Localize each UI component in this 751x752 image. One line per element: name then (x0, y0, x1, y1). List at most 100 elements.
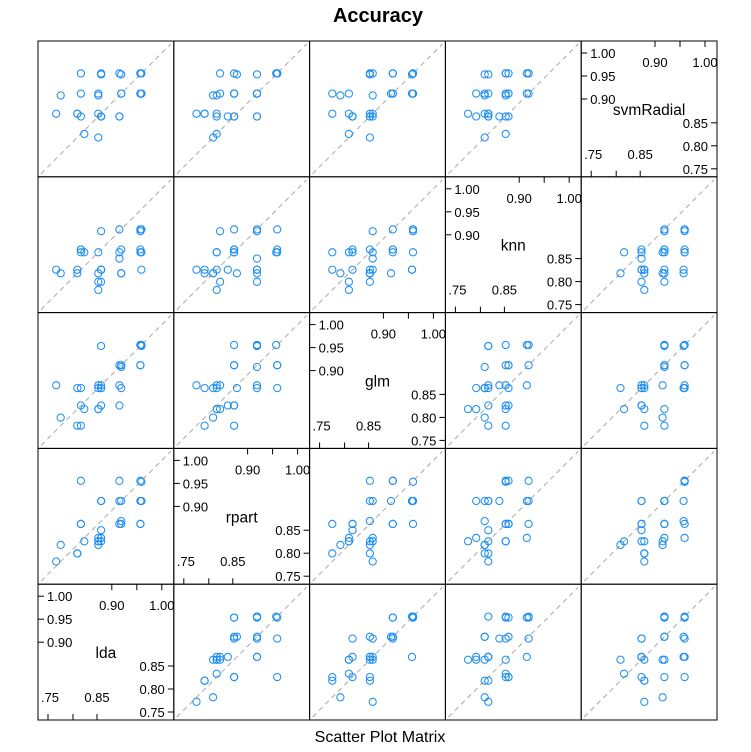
data-point (480, 91, 489, 100)
data-point (94, 89, 103, 98)
data-point (96, 70, 106, 79)
tick-label: 1.00 (692, 55, 717, 70)
matrix-cell-svmRadial-vs-glm (309, 40, 446, 178)
data-point (96, 112, 106, 121)
data-point (640, 697, 649, 706)
data-point (365, 537, 375, 546)
data-point (365, 496, 375, 506)
data-point (660, 361, 669, 370)
data-point (115, 69, 124, 78)
data-point (229, 361, 239, 370)
data-point (495, 634, 504, 643)
data-point (484, 112, 493, 121)
data-point (223, 401, 232, 410)
data-point (336, 91, 345, 100)
tick-label: 0.90 (235, 462, 260, 477)
data-point (136, 245, 145, 254)
tick-label: 0.85 (84, 690, 109, 705)
data-point (137, 89, 146, 98)
data-point (679, 269, 688, 278)
reference-line (176, 179, 307, 310)
data-point (76, 519, 86, 529)
data-point (200, 109, 209, 118)
data-point (640, 381, 649, 390)
data-point (637, 537, 646, 546)
data-point (365, 672, 375, 682)
data-point (137, 496, 146, 506)
data-point (52, 381, 61, 390)
data-point (232, 269, 242, 278)
data-point (658, 269, 667, 278)
data-point (680, 519, 689, 529)
data-point (252, 634, 262, 643)
data-point (680, 361, 689, 370)
data-point (637, 248, 646, 257)
data-point (680, 245, 689, 254)
data-point (328, 672, 337, 682)
reference-line (176, 315, 307, 446)
data-point (524, 634, 533, 643)
data-point (680, 476, 689, 485)
tick-label: 0.80 (411, 410, 436, 425)
data-point (368, 112, 377, 121)
data-point (386, 496, 396, 506)
matrix-cell-knn-vs-svmRadial (580, 176, 718, 314)
data-point (52, 109, 61, 118)
data-point (386, 269, 396, 278)
data-point (344, 129, 354, 139)
data-point (229, 89, 239, 98)
data-point (252, 89, 262, 98)
data-point (273, 361, 282, 370)
data-point (96, 496, 106, 506)
tick-label: 0.85 (628, 147, 653, 162)
data-point (504, 361, 513, 370)
data-point (484, 341, 493, 351)
data-point (56, 269, 65, 278)
data-point (501, 361, 510, 370)
data-point (208, 693, 218, 702)
matrix-cell-knn-vs-glm (309, 176, 446, 314)
reference-line (40, 179, 172, 310)
data-point (94, 381, 103, 390)
data-point (272, 612, 281, 621)
tick-label: 0.90 (319, 364, 344, 379)
data-point (484, 557, 493, 566)
data-point (336, 269, 345, 278)
data-point (94, 133, 103, 142)
tick-label: 0.75 (139, 705, 164, 720)
data-point (407, 70, 417, 79)
matrix-cell-knn-vs-lda (37, 176, 175, 314)
data-point (117, 89, 126, 98)
tick-label: 0.75 (547, 298, 572, 313)
data-point (117, 519, 126, 529)
data-point (495, 496, 504, 506)
data-point (504, 476, 513, 485)
data-point (208, 413, 218, 422)
data-point (658, 693, 667, 702)
tick-label: 1.00 (590, 46, 615, 61)
data-point (501, 519, 510, 529)
data-point (56, 540, 65, 550)
data-point (368, 227, 377, 236)
data-point (229, 613, 239, 622)
data-point (365, 549, 375, 558)
data-point (192, 697, 201, 706)
data-point (388, 476, 397, 485)
data-point (408, 69, 418, 78)
data-point (115, 225, 124, 234)
matrix-cell-rpart-vs-rpart: rpart 0.90 0.95 1.00 0.90 1.00 0.75 0.80 0.85 .75… (173, 447, 310, 585)
data-point (252, 254, 262, 263)
tick-label: 1.00 (47, 589, 72, 604)
data-point (463, 109, 473, 118)
data-point (407, 652, 417, 662)
data-point (368, 109, 377, 118)
data-point (408, 225, 418, 234)
data-point (73, 269, 82, 278)
matrix-cell-glm-vs-svmRadial (580, 312, 718, 449)
chart-title: Accuracy (333, 5, 424, 27)
data-point (137, 477, 146, 486)
data-point (365, 245, 375, 254)
data-point (94, 404, 103, 414)
data-point (640, 421, 649, 430)
